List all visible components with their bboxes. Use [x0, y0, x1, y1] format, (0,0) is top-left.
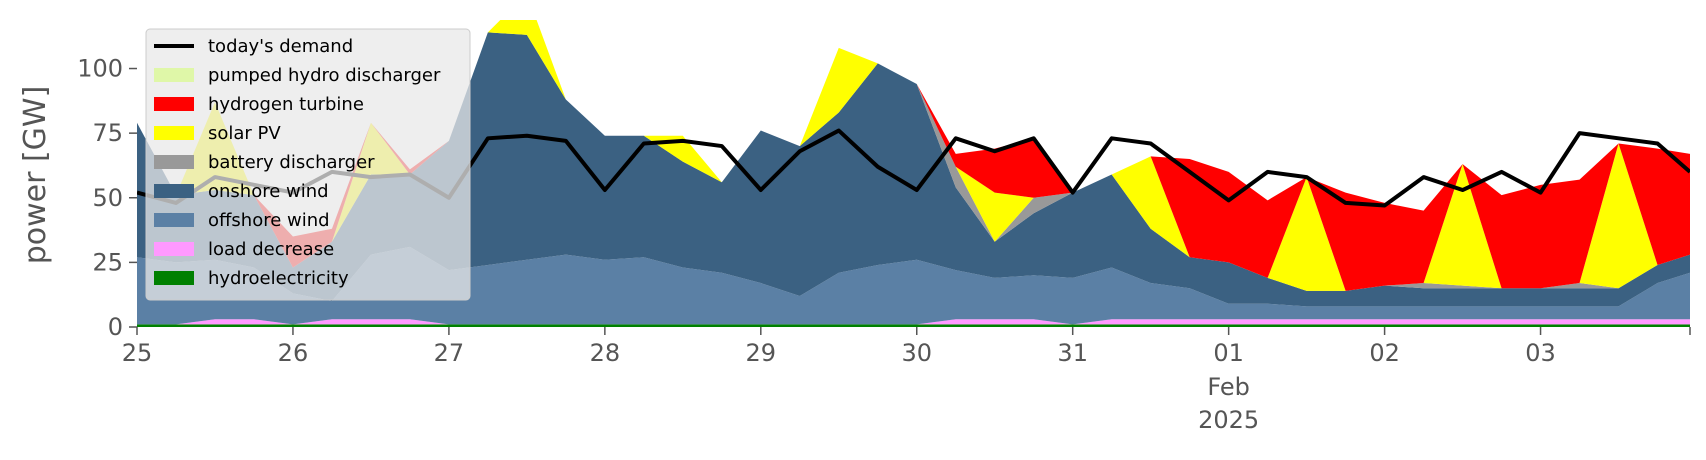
legend-swatch: [154, 184, 194, 198]
y-axis: 0 25 50 75 100: [77, 55, 137, 341]
legend-label: battery discharger: [208, 152, 375, 173]
legend-label: today's demand: [208, 36, 353, 57]
y-tick-label: 75: [92, 119, 123, 147]
legend-label: hydrogen turbine: [208, 94, 364, 115]
legend-box: [145, 28, 471, 301]
x-tick-label: 25: [122, 339, 153, 367]
x-tick-sublabel: 2025: [1198, 406, 1259, 434]
area-offshore-wind: [137, 246, 1690, 325]
x-tick-label: 26: [278, 339, 309, 367]
y-tick-label: 0: [108, 313, 123, 341]
legend-swatch: [154, 242, 194, 256]
legend-swatch: [154, 155, 194, 169]
legend-label: hydroelectricity: [208, 268, 349, 289]
area-solar-pv: [137, 20, 1690, 291]
legend-swatch: [154, 68, 194, 82]
x-tick-label: 03: [1525, 339, 1556, 367]
x-tick-label: 02: [1369, 339, 1400, 367]
y-axis-title: power [GW]: [18, 86, 53, 265]
x-tick-label: 27: [434, 339, 465, 367]
x-tick-sublabel: Feb: [1207, 373, 1250, 401]
legend-swatch: [154, 271, 194, 285]
legend-label: pumped hydro discharger: [208, 65, 441, 86]
legend-swatch: [154, 97, 194, 111]
x-tick-label: 28: [590, 339, 621, 367]
x-tick-label: 01: [1213, 339, 1244, 367]
legend-label: onshore wind: [208, 181, 329, 202]
y-tick-label: 100: [77, 55, 123, 83]
y-tick-label: 25: [92, 248, 123, 276]
area-load-decrease: [137, 319, 1690, 325]
legend: today's demand pumped hydro discharger hyd…: [145, 28, 471, 301]
legend-label: offshore wind: [208, 210, 330, 231]
x-tick-label: 30: [901, 339, 932, 367]
legend-label: solar PV: [208, 123, 281, 144]
area-hydroelectricity: [137, 324, 1690, 327]
area-onshore-wind: [137, 32, 1690, 307]
y-tick-label: 50: [92, 184, 123, 212]
legend-label: load decrease: [208, 239, 334, 260]
x-axis: 25 26 27 28 29 30 31 01 Feb 2025 02 03: [122, 327, 1691, 434]
legend-swatch: [154, 126, 194, 140]
x-tick-label: 29: [746, 339, 777, 367]
x-tick-label: 31: [1057, 339, 1088, 367]
legend-swatch: [154, 213, 194, 227]
